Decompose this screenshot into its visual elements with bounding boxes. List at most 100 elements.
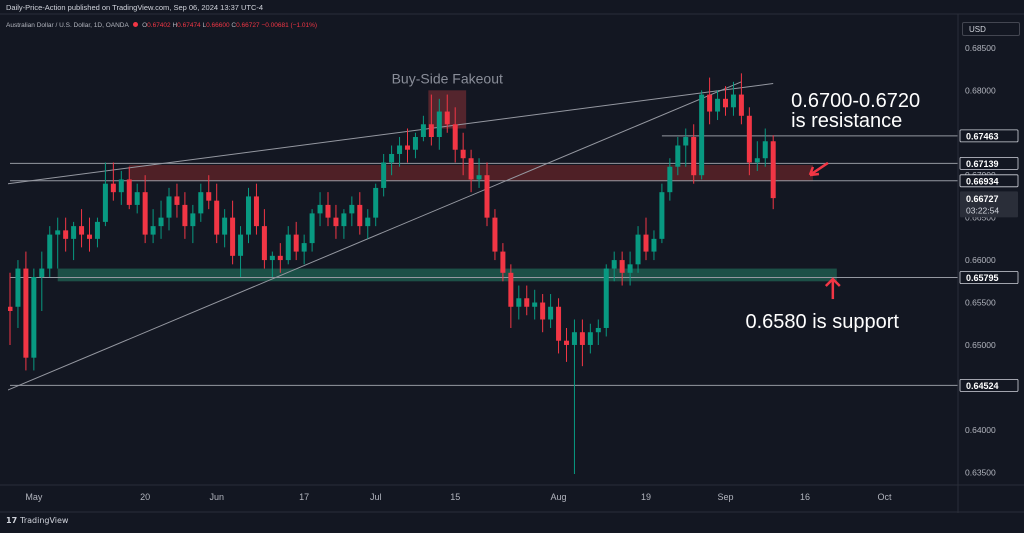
publish-header: Daily-Price-Action published on TradingV… [6,3,264,12]
candle-body [611,260,617,269]
candle-body [198,192,204,214]
candle-body [412,137,418,150]
price-tick-label: 0.68000 [965,85,996,95]
time-tick-label: 15 [450,492,460,502]
price-tick-label: 0.65000 [965,340,996,350]
level-price-label: 0.67139 [966,159,999,169]
time-tick-label: May [25,492,43,502]
candle-body [436,111,442,138]
price-tick-label: 0.65500 [965,298,996,308]
market-status-dot-icon [133,22,139,27]
trendline [8,81,742,391]
candle-body [770,141,776,199]
candle-body [397,145,403,154]
candle-body [707,94,713,112]
candle-body [277,255,283,261]
candle-body [500,251,506,273]
candle-body [738,94,744,116]
candle-body [428,124,434,138]
candle-body [357,204,363,227]
candle-body [730,94,736,108]
candle-body [579,332,585,345]
time-tick-label: Sep [717,492,733,502]
candle-body [87,234,92,239]
tradingview-logo-icon: 𝟭𝟳 [6,516,18,525]
open-label: O [142,22,148,29]
level-price-tag [959,378,1019,392]
candle-body [754,158,760,163]
candle-body [63,230,69,239]
candle-body [134,192,140,205]
close-label: C [231,22,237,29]
candle-body [619,260,625,273]
resistance-annotation: 0.6700-0.6720 [791,90,920,112]
candle-body [55,230,61,235]
candle-body [349,204,355,214]
time-tick-label: Aug [551,492,567,502]
level-price-tag [959,174,1019,188]
candle-body [683,137,689,146]
candle-body [603,268,609,328]
candle-body [238,234,244,256]
candle-body [365,217,371,227]
level-price-tag [959,157,1019,170]
support-arrow-head-icon [824,277,841,287]
resistance-annotation-line2: is resistance [791,110,902,132]
candle-body [715,98,721,112]
resistance-arrow-head-icon [808,166,820,177]
time-tick-label: 16 [800,492,810,502]
candle-body [118,179,124,193]
symbol-name: Australian Dollar / U.S. Dollar, 1D, OAN… [6,22,129,29]
candle-body [325,204,331,218]
level-price-label: 0.64524 [966,381,999,391]
candle-body [516,298,522,307]
candle-body [373,187,379,218]
candle-body [79,226,85,235]
candle-body [126,179,132,205]
candle-body [508,272,514,307]
candle-body [214,200,220,235]
candle-body [174,196,180,205]
level-price-tag [959,129,1019,143]
candle-body [293,234,299,252]
currency-selector[interactable]: USD [962,22,1020,36]
candle-body [723,98,728,108]
candle-body [110,183,116,193]
candle-body [484,175,490,218]
candle-body [667,166,673,193]
candle-body [643,234,649,252]
candle-body [158,217,164,227]
candle-body [659,192,665,239]
candle-body [341,213,347,227]
candle-body [102,183,108,222]
price-tick-label: 0.63500 [965,467,996,477]
time-tick-label: Jul [370,492,382,502]
candle-body [253,196,259,227]
price-tick-label: 0.66500 [965,213,996,223]
low-label: L [202,22,207,29]
time-tick-label: 20 [140,492,150,502]
candle-body [691,137,697,176]
high-value: 0.67474 [177,22,201,29]
candle-body [635,234,641,265]
support-annotation: 0.6580 is support [746,311,900,333]
candle-body [476,175,482,180]
candle-body [389,153,395,163]
candle-body [142,192,148,235]
candle-body [150,226,156,235]
candle-body [571,332,577,345]
candle-body [71,226,77,239]
time-tick-label: 19 [641,492,651,502]
time-tick-label: 17 [299,492,309,502]
candle-body [524,298,530,307]
footer-brand: 𝟭𝟳 TradingView [6,516,68,525]
candle-body [460,149,466,159]
support-zone [57,268,837,282]
candle-body [23,268,29,358]
candle-body [746,115,752,163]
candle-body [532,302,538,307]
candle-body [206,192,212,201]
candle-body [269,255,275,261]
